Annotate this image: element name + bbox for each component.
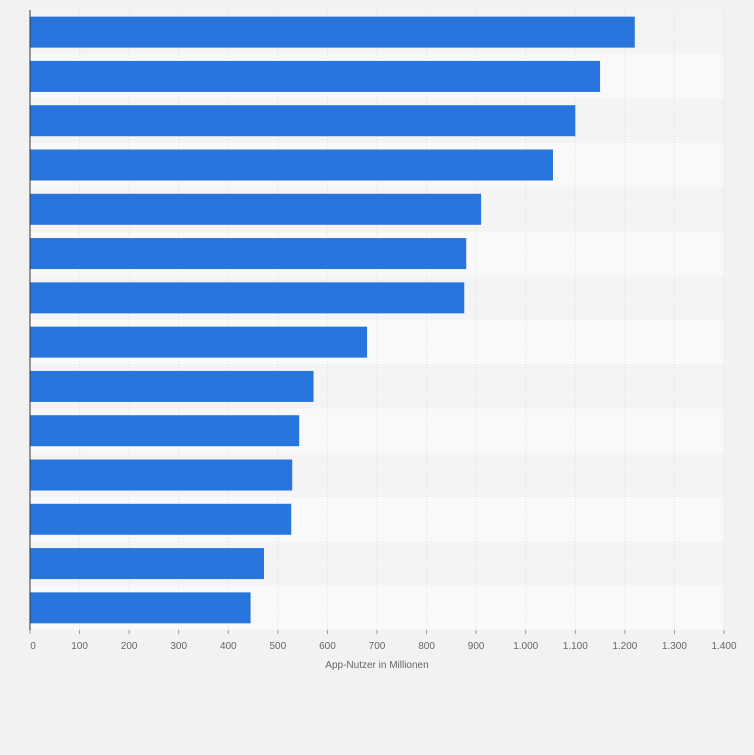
- bar: [30, 149, 553, 181]
- bar: [30, 60, 601, 92]
- bar: [30, 592, 251, 624]
- x-tick-label: 1.100: [563, 641, 588, 652]
- x-tick-label: 800: [418, 641, 435, 652]
- bar: [30, 415, 300, 447]
- x-axis-ticks: 0 100 200 300 400 500 600 700 800 900 1.000 1.100 1.…: [29, 630, 737, 652]
- bar: [30, 459, 293, 491]
- x-tick-label: 1.000: [513, 641, 538, 652]
- x-tick-label: 500: [270, 641, 287, 652]
- x-tick-label: 0: [30, 641, 36, 652]
- x-tick-label: 100: [71, 641, 88, 652]
- x-tick-label: 400: [220, 641, 237, 652]
- bar: [30, 193, 482, 225]
- x-tick-label: 700: [369, 641, 386, 652]
- x-tick-label: 1.300: [662, 641, 687, 652]
- x-tick-label: 1.400: [711, 641, 736, 652]
- bar: [30, 105, 576, 137]
- x-tick-label: 300: [170, 641, 187, 652]
- x-tick-label: 200: [121, 641, 138, 652]
- bar: [30, 548, 264, 580]
- bar: [30, 238, 467, 270]
- bar: [30, 503, 292, 535]
- bar: [30, 326, 368, 358]
- x-tick-label: 600: [319, 641, 336, 652]
- bar: [30, 16, 635, 48]
- x-tick-label: 1.200: [612, 641, 637, 652]
- bar: [30, 282, 465, 314]
- bar: [30, 370, 314, 402]
- x-axis-title: App-Nutzer in Millionen: [325, 660, 428, 671]
- x-tick-label: 900: [468, 641, 485, 652]
- bars: [30, 16, 635, 624]
